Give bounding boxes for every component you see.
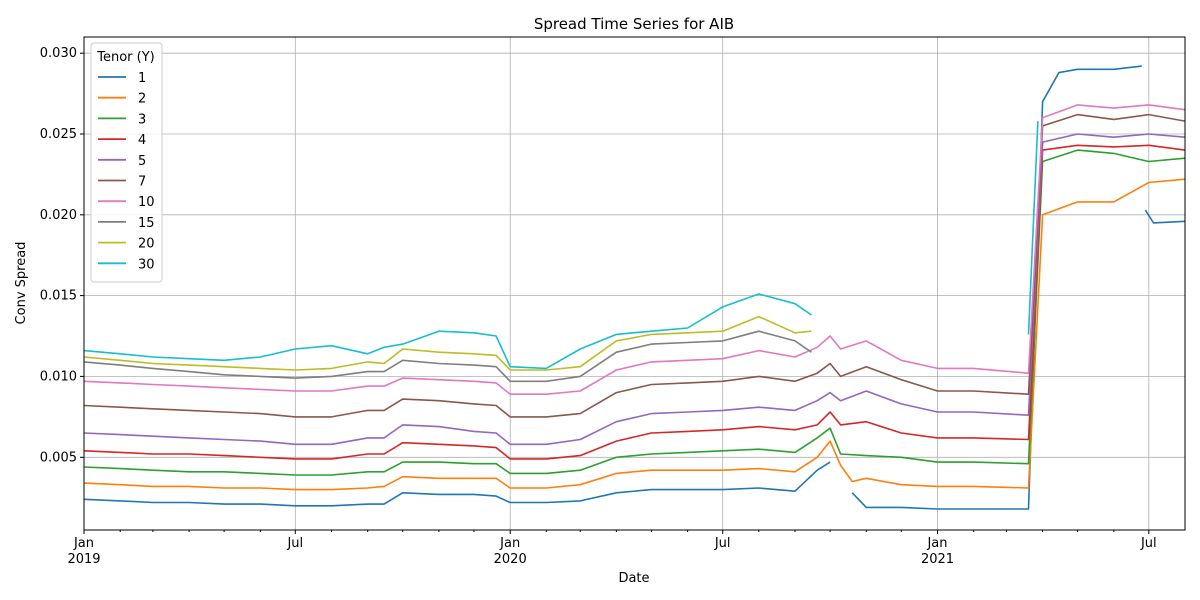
legend-label: 20 — [138, 237, 155, 252]
x-tick-label: Jan — [73, 536, 94, 551]
legend-label: 2 — [138, 92, 146, 107]
legend-items: 1 2 3 4 5 7 10 15 20 30 — [98, 71, 155, 272]
series-line-tenor-7 — [83, 113, 1186, 418]
x-tick-label: Jul — [714, 536, 731, 551]
y-tick-label: 0.015 — [40, 289, 77, 304]
series-lines — [83, 65, 1186, 510]
y-tick-label: 0.030 — [40, 46, 77, 61]
legend-label: 5 — [138, 154, 146, 169]
x-tick-label: Jul — [1140, 536, 1157, 551]
series-line-tenor-2 — [83, 178, 1186, 491]
series-line-tenor-15 — [83, 330, 812, 383]
legend-label: 15 — [138, 216, 155, 231]
plot-area-frame — [83, 36, 1186, 531]
series-line-tenor-3 — [83, 149, 1186, 476]
y-axis-label: Conv Spread — [14, 242, 29, 325]
x-tick-label: Jan — [499, 536, 520, 551]
x-tick-year-label: 2020 — [494, 552, 527, 567]
axis-ticks: 0.0050.0100.0150.0200.0250.030Jan2019Jul… — [40, 46, 1157, 567]
chart-title: Spread Time Series for AIB — [534, 15, 734, 33]
series-line-tenor-20 — [83, 315, 812, 371]
legend-label: 3 — [138, 112, 146, 127]
y-tick-label: 0.005 — [40, 450, 77, 465]
legend-label: 10 — [138, 195, 155, 210]
y-tick-label: 0.025 — [40, 127, 77, 142]
legend-label: 7 — [138, 175, 146, 190]
x-tick-label: Jan — [926, 536, 947, 551]
series-line-tenor-5 — [83, 133, 1186, 446]
y-tick-label: 0.010 — [40, 369, 77, 384]
series-line-tenor-30 — [83, 121, 1039, 370]
x-tick-label: Jul — [286, 536, 303, 551]
legend: Tenor (Y) 1 2 3 4 5 7 10 15 20 30 — [90, 42, 163, 283]
x-tick-year-label: 2021 — [921, 552, 954, 567]
legend-label: 4 — [138, 133, 146, 148]
series-line-tenor-10 — [83, 104, 1186, 395]
legend-label: 30 — [138, 257, 155, 272]
legend-title: Tenor (Y) — [96, 50, 154, 65]
y-tick-label: 0.020 — [40, 208, 77, 223]
x-tick-year-label: 2019 — [67, 552, 100, 567]
x-axis-label: Date — [618, 571, 649, 586]
legend-label: 1 — [138, 71, 146, 86]
series-line-tenor-1 — [83, 65, 1186, 510]
series-line-tenor-4 — [83, 144, 1186, 460]
